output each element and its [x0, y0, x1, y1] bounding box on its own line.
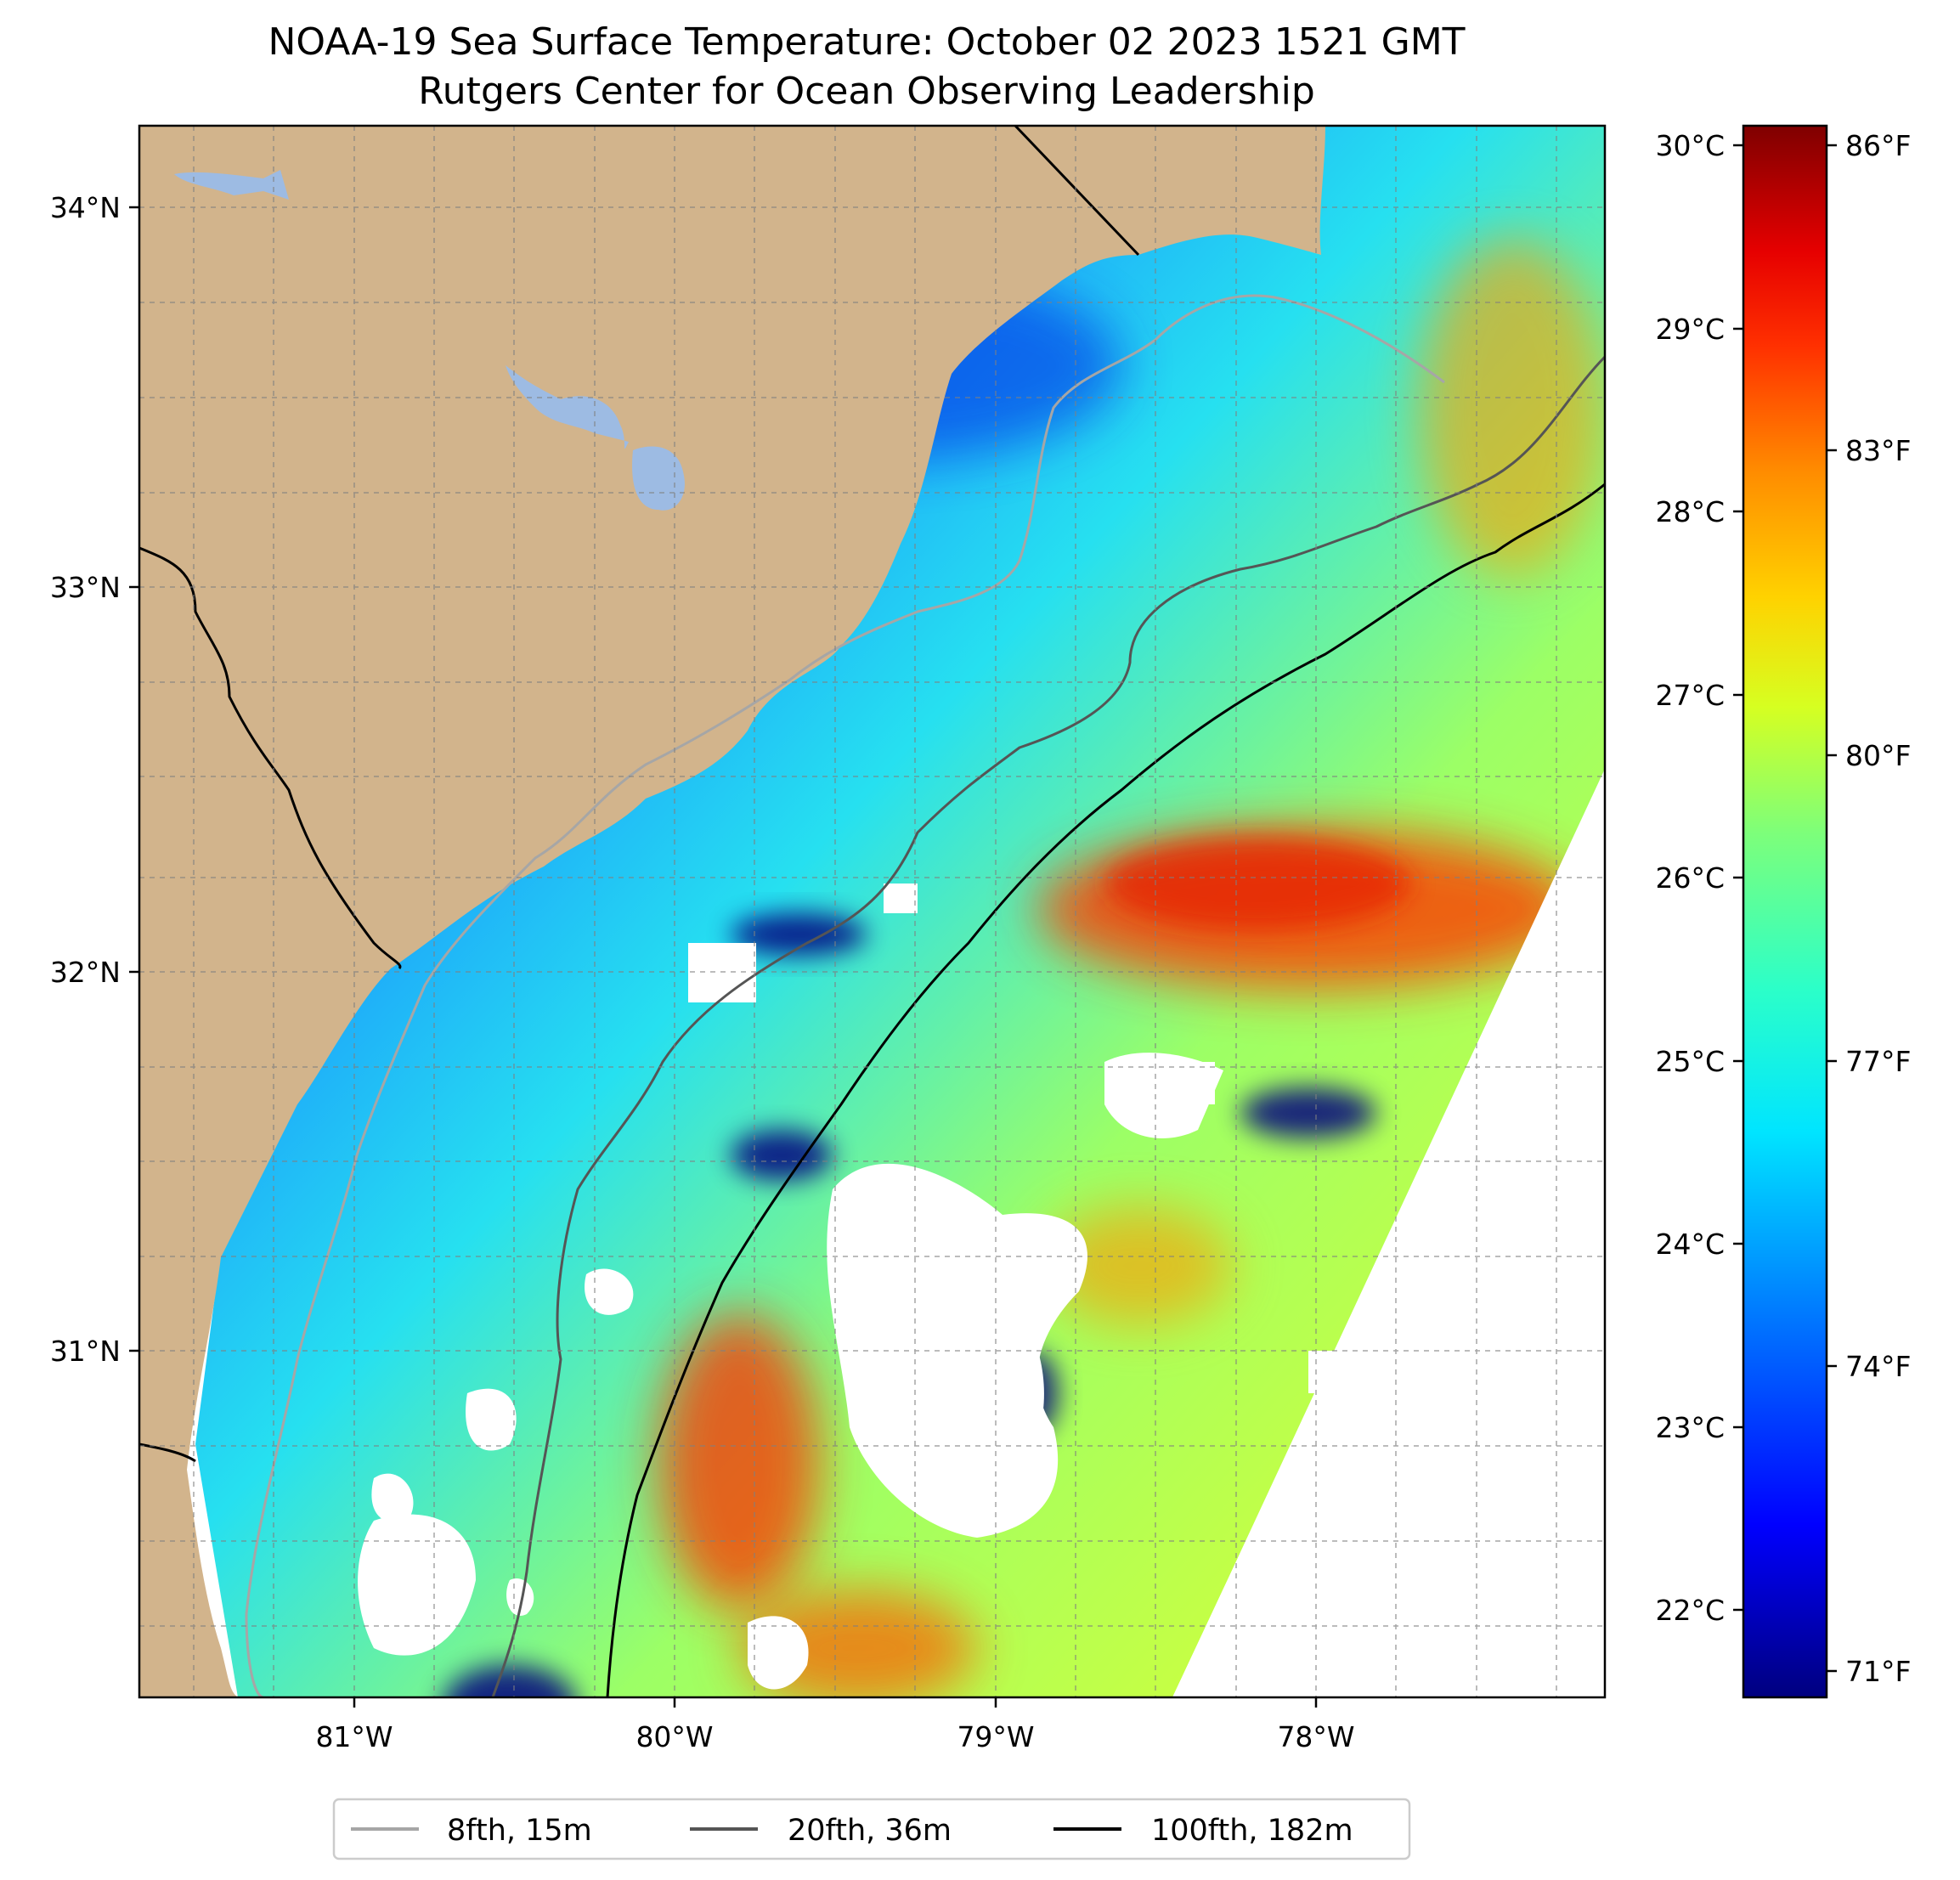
land [139, 126, 1325, 1697]
legend-label-20fth: 20fth, 36m [788, 1814, 952, 1848]
cloud-edge-1 [731, 913, 867, 956]
state-border-ga-fl [139, 1442, 196, 1463]
colorbar-label-24c: 24°C [1655, 1228, 1725, 1261]
legend-label-8fth: 8fth, 15m [447, 1814, 592, 1848]
lon-label-80w: 80°W [635, 1720, 713, 1753]
colorbar-label-80f: 80°F [1845, 739, 1911, 772]
lake-1 [174, 170, 289, 200]
cloud-edge-2 [731, 1130, 833, 1181]
state-border-sc-ga [139, 546, 402, 970]
lat-label-32n: 32°N [50, 956, 121, 989]
colorbar-label-22c: 22°C [1655, 1594, 1725, 1627]
lat-label-34n: 34°N [50, 191, 121, 224]
colorbar-label-28c: 28°C [1655, 495, 1725, 528]
lon-label-79w: 79°W [957, 1720, 1034, 1753]
title-line-1: NOAA-19 Sea Surface Temperature: October… [268, 20, 1465, 64]
cloud-edge-3 [1240, 1087, 1376, 1138]
colorbar-label-27c: 27°C [1655, 679, 1725, 712]
colorbar-label-29c: 29°C [1655, 313, 1725, 346]
legend-item-100fth: 100fth, 182m [1053, 1814, 1353, 1848]
map-frame [138, 124, 1607, 1699]
lat-label-33n: 33°N [50, 571, 121, 604]
colorbar [1742, 124, 1828, 1699]
colorbar-ticks [1733, 144, 1837, 1673]
colorbar-label-86f: 86°F [1845, 129, 1911, 162]
lon-label-81w: 81°W [315, 1720, 393, 1753]
warm-patch-mid [1045, 1206, 1232, 1325]
fahrenheit-labels: 86°F 83°F 80°F 77°F 74°F 71°F [1845, 129, 1911, 1688]
lat-label-31n: 31°N [50, 1335, 121, 1368]
cloud-edge-5 [443, 1665, 576, 1697]
warm-patch-north [1419, 238, 1605, 578]
latitude-labels: 34°N 33°N 32°N 31°N [50, 191, 121, 1368]
cloud-gaps [358, 769, 1605, 1697]
legend-box [332, 1798, 1411, 1860]
colorbar-label-26c: 26°C [1655, 861, 1725, 895]
legend: 8fth, 15m 20fth, 36m 100fth, 182m [332, 1798, 1411, 1860]
warm-patch-south [658, 1313, 820, 1610]
colorbar-label-83f: 83°F [1845, 434, 1911, 467]
lon-label-78w: 78°W [1277, 1720, 1354, 1753]
lake-3 [632, 446, 685, 511]
legend-item-20fth: 20fth, 36m [690, 1814, 952, 1848]
state-border-nc-sc [1014, 126, 1140, 257]
celsius-labels: 30°C 29°C 28°C 27°C 26°C 25°C 24°C 23°C … [1655, 129, 1725, 1627]
legend-label-100fth: 100fth, 182m [1151, 1814, 1353, 1848]
isobath-20fth [491, 355, 1605, 1697]
colorbar-label-74f: 74°F [1845, 1350, 1911, 1383]
title-line-2: Rutgers Center for Ocean Observing Leade… [418, 70, 1315, 113]
isobath-100fth [606, 483, 1605, 1697]
gridlines [139, 126, 1605, 1697]
legend-item-8fth: 8fth, 15m [351, 1814, 592, 1848]
longitude-labels: 81°W 80°W 79°W 78°W [315, 1720, 1354, 1753]
colorbar-label-30c: 30°C [1655, 129, 1725, 162]
warm-core [1104, 837, 1410, 930]
map-area [139, 126, 1605, 1697]
lake-2 [506, 365, 629, 449]
colorbar-label-25c: 25°C [1655, 1045, 1725, 1078]
axis-ticks [129, 206, 1318, 1708]
colorbar-label-23c: 23°C [1655, 1411, 1725, 1444]
isobath-8fth [245, 294, 1445, 1697]
colorbar-label-77f: 77°F [1845, 1045, 1911, 1078]
colorbar-label-71f: 71°F [1845, 1655, 1911, 1688]
